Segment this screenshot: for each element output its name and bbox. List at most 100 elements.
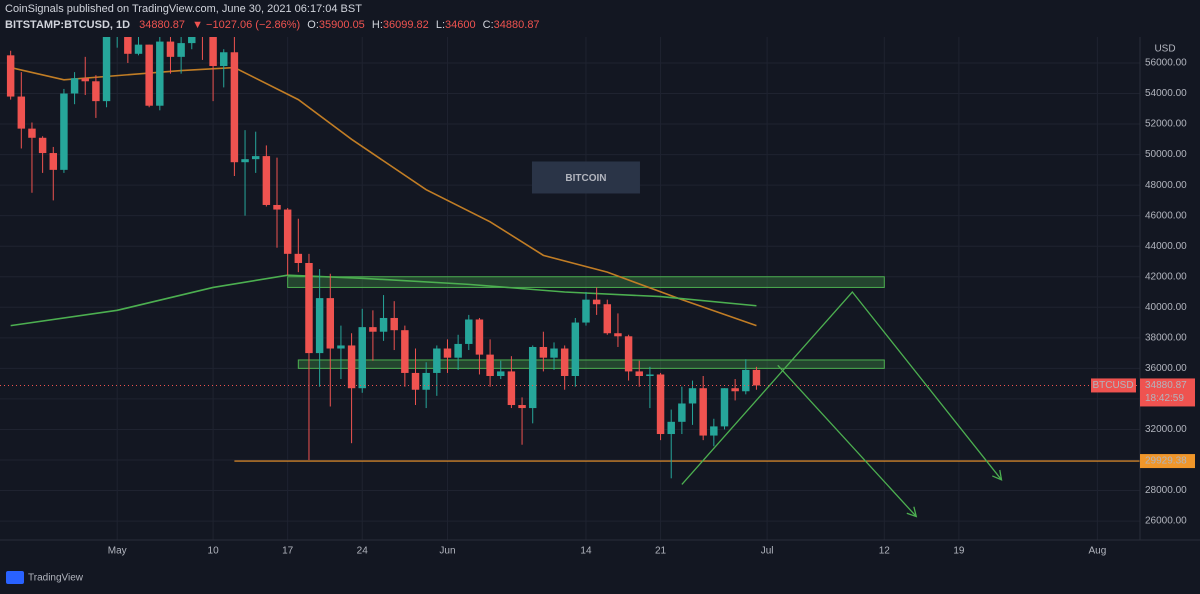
- last: 34880.87: [139, 19, 185, 31]
- brand: TradingView: [28, 573, 84, 584]
- annotation: BITCOIN: [565, 173, 606, 184]
- candle-body: [390, 317, 398, 331]
- ohlc-label: L:: [436, 19, 445, 31]
- candle-body: [49, 153, 57, 170]
- candle-body: [358, 327, 366, 389]
- candle-body: [220, 52, 228, 67]
- candle-body: [646, 374, 654, 376]
- y-tick-label: 50000.00: [1145, 149, 1187, 160]
- candle-body: [603, 304, 612, 334]
- candle-body: [731, 388, 739, 392]
- candle-body: [699, 388, 707, 436]
- y-tick-label: 36000.00: [1145, 363, 1187, 374]
- arrow: [681, 291, 1003, 485]
- candle-body: [635, 371, 643, 376]
- candle-body: [443, 348, 452, 358]
- zone: [297, 359, 885, 369]
- x-tick-label: 14: [580, 546, 592, 557]
- candle-body: [624, 336, 633, 372]
- candle-body: [401, 330, 409, 373]
- x-tick-label: 19: [953, 546, 965, 557]
- candle-body: [102, 37, 111, 102]
- plot-area: [0, 37, 1140, 518]
- y-tick-label: 48000.00: [1145, 180, 1187, 191]
- symbol-line: BITSTAMP:BTCUSD, 1D 34880.87 ▼ −1027.06 …: [5, 19, 540, 31]
- x-tick-label: 21: [655, 546, 667, 557]
- candle-body: [241, 159, 249, 163]
- candle-body: [539, 346, 548, 358]
- arrow: [777, 364, 917, 517]
- candle-body: [710, 426, 718, 436]
- arrow-head: [906, 506, 918, 518]
- candle-body: [156, 41, 164, 106]
- x-tick-label: Aug: [1088, 546, 1106, 557]
- candle-body: [688, 388, 697, 404]
- candle-body: [134, 44, 143, 54]
- zone: [287, 276, 885, 288]
- x-tick-label: Jun: [439, 546, 455, 557]
- candle-body: [6, 55, 15, 97]
- candle-body: [667, 421, 675, 435]
- candle-body: [347, 345, 356, 389]
- candle-body: [273, 204, 281, 210]
- candle-body: [560, 348, 569, 376]
- publisher: CoinSignals published on TradingView.com…: [5, 3, 362, 15]
- x-tick-label: Jul: [761, 546, 774, 557]
- candle-body: [124, 37, 132, 54]
- x-tick-label: 17: [282, 546, 294, 557]
- candle-body: [720, 388, 729, 427]
- y-tick-label: 56000.00: [1145, 58, 1187, 69]
- candle-body: [571, 322, 580, 376]
- candle-body: [28, 128, 36, 138]
- ohlc-label: O:: [307, 19, 319, 31]
- countdown: 18:42:59: [1145, 393, 1184, 404]
- annotation-box: [531, 161, 640, 194]
- candle-body: [70, 78, 79, 94]
- candle-body: [337, 345, 345, 349]
- candle-body: [305, 262, 313, 354]
- candle-body: [465, 319, 473, 344]
- candle-body: [422, 372, 430, 390]
- y-tick-label: 44000.00: [1145, 241, 1187, 252]
- candle-body: [369, 327, 377, 332]
- candle-body: [656, 374, 665, 435]
- y-tick-label: 32000.00: [1145, 424, 1187, 435]
- moving-average: [10, 274, 757, 327]
- candle-body: [60, 93, 68, 170]
- candle-body: [315, 298, 324, 354]
- candle-body: [497, 371, 505, 376]
- candle-body: [17, 96, 26, 129]
- candle-body: [251, 156, 260, 160]
- candle-body: [92, 81, 100, 102]
- price-tag-name-box: [1091, 378, 1136, 393]
- candle-body: [752, 369, 761, 386]
- candle-body: [145, 44, 153, 106]
- candle-body: [742, 369, 750, 392]
- footer-logo: TradingView: [6, 571, 84, 584]
- x-tick-label: May: [108, 546, 127, 557]
- candle-body: [528, 346, 537, 409]
- candle-body: [550, 348, 558, 358]
- candle-body: [379, 317, 388, 332]
- hline-tag-box: [1140, 454, 1195, 469]
- candle-body: [582, 299, 590, 323]
- candle-body: [294, 253, 303, 263]
- ohlc-value: 34880.87: [494, 19, 540, 31]
- candle-body: [230, 52, 239, 163]
- y-tick-label: 40000.00: [1145, 302, 1187, 313]
- ohlc-value: 36099.82: [383, 19, 429, 31]
- candle-body: [166, 41, 175, 57]
- x-tick-label: 12: [879, 546, 891, 557]
- y-tick-label: 26000.00: [1145, 516, 1187, 527]
- y-tick-label: 28000.00: [1145, 485, 1187, 496]
- candle-body: [614, 333, 622, 337]
- candle-body: [592, 299, 601, 305]
- candle-body: [518, 405, 526, 409]
- candle-body: [283, 209, 292, 254]
- ohlc-label: C:: [483, 19, 494, 31]
- candle-body: [507, 371, 516, 406]
- candle-body: [454, 343, 462, 358]
- x-tick-label: 24: [357, 546, 369, 557]
